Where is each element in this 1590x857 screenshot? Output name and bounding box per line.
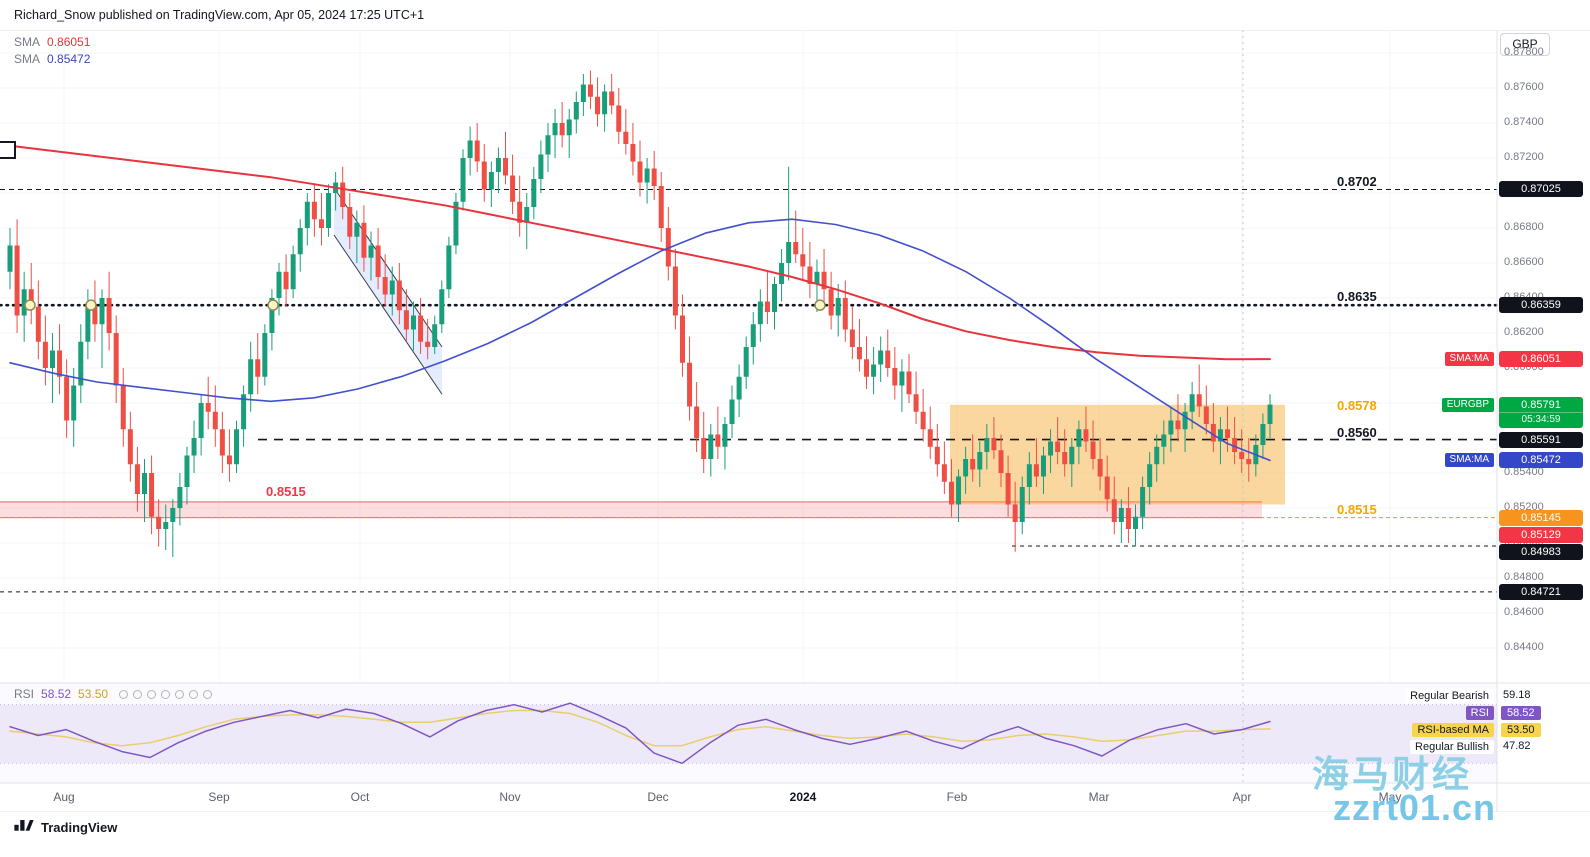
- price-tick: 0.87800: [1504, 46, 1544, 58]
- indicator-legend[interactable]: SMA 0.86051 SMA 0.85472: [14, 33, 90, 67]
- rsi-row-value-58.52: 58.52: [1501, 706, 1541, 720]
- sma-legend-row-2: SMA 0.85472: [14, 50, 90, 67]
- rsi-option-dot: [189, 689, 199, 699]
- level-circle-marker: [814, 299, 826, 311]
- rsi-legend-dots[interactable]: [119, 689, 213, 699]
- sma-blue-line: [9, 218, 1271, 462]
- rsi-option-dot: [203, 689, 213, 699]
- time-label-Apr: Apr: [1232, 790, 1252, 804]
- currency-button[interactable]: GBP: [1500, 33, 1550, 56]
- price-tick: 0.84400: [1504, 641, 1544, 653]
- price-tick: 0.87600: [1504, 81, 1544, 93]
- rsi-line: [9, 702, 1271, 765]
- rsi-option-dot: [175, 689, 185, 699]
- price-badge-0.86359: 0.86359: [1499, 297, 1583, 314]
- rsi-row-label-regular-bullish: Regular Bullish: [1410, 740, 1494, 754]
- level-circle-marker: [85, 299, 97, 311]
- price-tick: 0.86800: [1504, 221, 1544, 233]
- rsi-row-label-regular-bearish: Regular Bearish: [1405, 689, 1494, 703]
- time-label-Sep: Sep: [208, 790, 230, 804]
- left-edge-price-marker: [0, 141, 16, 159]
- rsi-row-value-47.82: 47.82: [1503, 740, 1531, 752]
- price-tick: 0.87200: [1504, 151, 1544, 163]
- watermark-line2: zzrt01.cn: [1332, 787, 1496, 828]
- rsi-row-value-53.50: 53.50: [1501, 723, 1541, 737]
- price-tick: 0.84800: [1504, 571, 1544, 583]
- watermark-line1: 海马财经: [1312, 754, 1472, 795]
- price-badge-0.85591: 0.85591: [1499, 431, 1583, 448]
- flag-channel: [334, 187, 442, 395]
- rsi-label: RSI: [14, 687, 35, 701]
- footer-bar: TradingView: [0, 812, 1590, 857]
- time-label-May: May: [1378, 790, 1402, 804]
- rsi-panel-bg: [0, 683, 1497, 783]
- price-badge-0.84721: 0.84721: [1499, 583, 1583, 600]
- support-band: [0, 501, 1262, 518]
- rsi-option-dot: [133, 689, 143, 699]
- rsi-band: [0, 704, 1497, 764]
- level-circle-marker: [24, 299, 36, 311]
- tradingview-logo-icon: [14, 820, 34, 831]
- publish-info: Richard_Snow published on TradingView.co…: [0, 0, 1590, 30]
- price-tick: 0.84600: [1504, 606, 1544, 618]
- sma-legend-row-1: SMA 0.86051: [14, 33, 90, 50]
- sma1-value: 0.86051: [47, 34, 91, 49]
- series-side-label-EURGBP: EURGBP: [1441, 397, 1494, 412]
- sma1-label: SMA: [14, 34, 41, 49]
- sma2-label: SMA: [14, 51, 41, 66]
- tradingview-logo-text: TradingView: [41, 820, 118, 835]
- series-side-label-SMA:MA: SMA:MA: [1444, 453, 1494, 468]
- rsi-option-dot: [161, 689, 171, 699]
- price-badge-0.85129: 0.85129: [1499, 526, 1583, 543]
- countdown-timer: 05:34:59: [1499, 411, 1583, 427]
- time-axis[interactable]: Aug Sep Oct Nov Dec 2024 Feb Mar Apr May: [0, 783, 1497, 812]
- price-badge-0.87025: 0.87025: [1499, 180, 1583, 197]
- rsi-value: 58.52: [41, 687, 72, 701]
- time-label-Nov: Nov: [499, 790, 521, 804]
- rsi-option-dot: [119, 689, 129, 699]
- rsi-legend[interactable]: RSI 58.52 53.50: [14, 687, 213, 701]
- level-circle-marker: [267, 299, 279, 311]
- time-label-2024: 2024: [789, 790, 817, 804]
- price-badge-0.84983: 0.84983: [1499, 543, 1583, 560]
- price-axis[interactable]: GBP 0.878000.876000.874000.872000.870000…: [1497, 0, 1590, 857]
- price-tick: 0.86200: [1504, 326, 1544, 338]
- time-label-Oct: Oct: [350, 790, 370, 804]
- price-tick: 0.87400: [1504, 116, 1544, 128]
- price-tick: 0.86600: [1504, 256, 1544, 268]
- candles-group: [7, 70, 1273, 557]
- rsi-row-value-59.18: 59.18: [1503, 689, 1531, 701]
- sma-red-line: [9, 144, 1271, 361]
- price-badge-0.86051: 0.86051: [1499, 351, 1583, 368]
- price-badge-0.85145: 0.85145: [1499, 509, 1583, 526]
- time-label-Feb: Feb: [946, 790, 968, 804]
- series-side-label-SMA:MA: SMA:MA: [1444, 352, 1494, 367]
- rsi-option-dot: [147, 689, 157, 699]
- rsi-row-label-rsi: RSI: [1465, 706, 1494, 720]
- price-badge-0.85791: 0.85791 05:34:59: [1499, 396, 1583, 428]
- price-badge-0.85472: 0.85472: [1499, 452, 1583, 469]
- rsi-ma-value: 53.50: [78, 687, 109, 701]
- time-label-Aug: Aug: [53, 790, 75, 804]
- price-tick: 0.85400: [1504, 466, 1544, 478]
- tradingview-logo[interactable]: TradingView: [14, 820, 117, 835]
- time-label-Mar: Mar: [1088, 790, 1110, 804]
- sma2-value: 0.85472: [47, 51, 91, 66]
- time-label-Dec: Dec: [647, 790, 669, 804]
- rsi-row-label-rsi-based-ma: RSI-based MA: [1412, 723, 1494, 737]
